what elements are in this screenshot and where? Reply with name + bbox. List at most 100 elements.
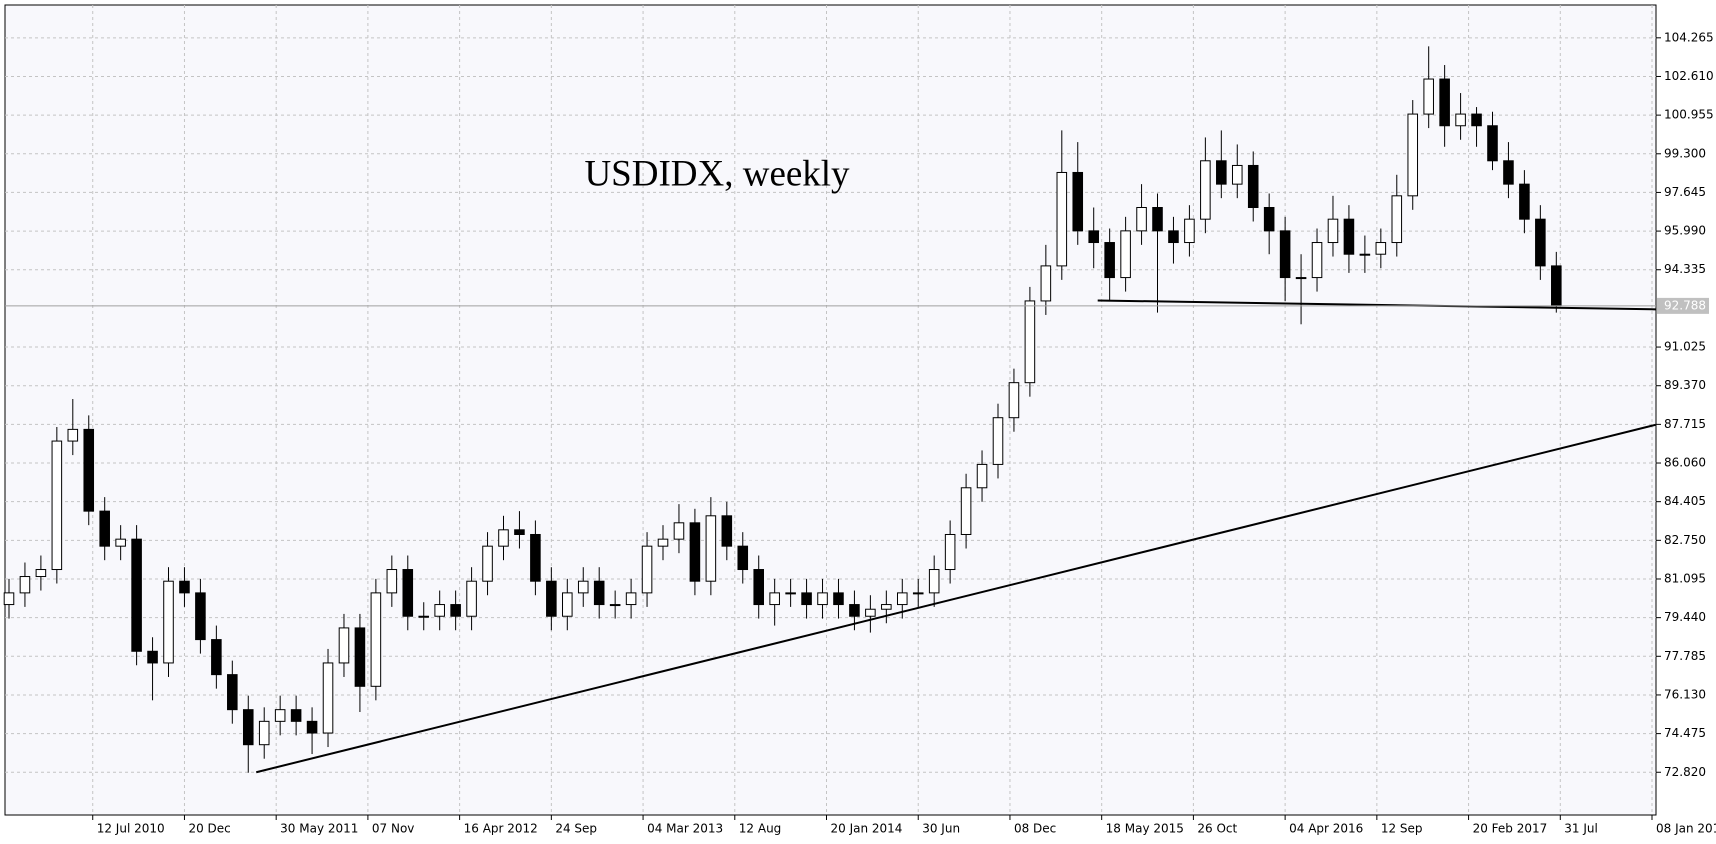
y-tick-label: 72.820 — [1664, 765, 1706, 779]
candle-body — [1439, 78, 1450, 127]
candle-body — [1040, 265, 1052, 302]
candle-body — [593, 580, 605, 606]
candle-body — [1247, 164, 1259, 209]
candle-body — [1216, 160, 1227, 185]
candle-body — [801, 592, 812, 606]
candle-body — [99, 510, 110, 547]
y-tick-label: 95.990 — [1664, 224, 1706, 238]
candle-body — [625, 592, 637, 606]
x-tick-label: 12 Aug — [739, 822, 782, 836]
x-tick-label: 31 Jul — [1564, 822, 1598, 836]
candle-body — [338, 627, 350, 664]
candle-body — [912, 592, 924, 595]
candle-body — [1104, 242, 1115, 279]
candle-body — [1391, 195, 1403, 244]
candle-body — [498, 529, 509, 547]
marks — [3, 46, 1657, 774]
y-tick-label: 82.750 — [1664, 533, 1706, 547]
candle-body — [482, 545, 493, 582]
x-tick-label: 04 Apr 2016 — [1289, 822, 1363, 836]
candle-body — [896, 592, 908, 606]
candle-body — [530, 533, 541, 582]
candle-body — [1311, 242, 1323, 279]
y-tick-label: 77.785 — [1664, 649, 1706, 663]
candle-body — [737, 545, 749, 571]
candle-body — [1120, 230, 1131, 279]
candle-body — [131, 538, 142, 652]
candle-body — [577, 580, 589, 594]
candle-body — [721, 515, 733, 547]
candle-body — [211, 639, 222, 676]
candle-body — [881, 604, 892, 610]
candle-body — [322, 662, 334, 734]
candle-body — [960, 487, 972, 535]
candle-body — [1487, 125, 1498, 162]
y-tick-label: 81.095 — [1664, 571, 1706, 585]
candle-body — [354, 627, 366, 687]
x-tick-label: 26 Oct — [1197, 822, 1237, 836]
trend-line — [1097, 299, 1657, 311]
candle-body — [817, 592, 828, 606]
candle-body — [258, 720, 270, 746]
candle-body — [689, 522, 701, 582]
x-tick-label: 07 Nov — [372, 822, 415, 836]
candle-body — [306, 720, 318, 734]
axes: 104.265 102.610 100.955 99.300 97.645 95.990 9… — [92, 30, 1716, 836]
y-tick-label: 97.645 — [1664, 185, 1706, 199]
candle-body — [609, 604, 621, 607]
x-tick-label: 18 May 2015 — [1106, 822, 1184, 836]
candle-body — [3, 592, 15, 606]
x-tick-label: 30 Jun — [922, 822, 960, 836]
y-tick-label: 104.265 — [1664, 30, 1714, 44]
candle-body — [1471, 113, 1482, 127]
candle-body — [402, 569, 414, 617]
x-tick-label: 24 Sep — [555, 822, 597, 836]
candle-body — [1503, 160, 1514, 185]
y-tick-label: 100.955 — [1664, 108, 1714, 122]
candle-body — [1008, 382, 1020, 419]
x-tick-label: 20 Jan 2014 — [831, 822, 903, 836]
candle-body — [1375, 242, 1387, 255]
x-tick-label: 30 May 2011 — [280, 822, 358, 836]
candle-body — [51, 440, 63, 571]
candle-body — [1423, 78, 1434, 115]
candle-body — [546, 580, 557, 617]
candle-body — [19, 576, 31, 594]
y-tick-label: 89.370 — [1664, 378, 1706, 392]
candle-body — [1152, 207, 1163, 232]
candle-body — [35, 569, 47, 578]
x-tick-label: 12 Sep — [1381, 822, 1423, 836]
y-tick-label: 94.335 — [1664, 262, 1706, 276]
chart-title: USDIDX, weekly — [584, 153, 850, 194]
x-tick-label: 04 Mar 2013 — [647, 822, 723, 836]
candle-body — [115, 538, 126, 547]
candle-body — [785, 592, 796, 595]
candle-body — [195, 592, 206, 641]
candle-body — [657, 538, 669, 547]
candle-body — [992, 417, 1004, 465]
candle-body — [849, 604, 860, 617]
candle-body — [1519, 183, 1530, 220]
candle-body — [466, 580, 477, 617]
candle-body — [705, 515, 717, 582]
candle-body — [641, 545, 653, 594]
candle-body — [928, 569, 940, 594]
candle-body — [865, 608, 876, 617]
candle-body — [944, 533, 956, 571]
candle-body — [163, 580, 174, 664]
price-label-box — [1657, 297, 1709, 314]
x-tick-label: 20 Dec — [188, 822, 230, 836]
candle-body — [673, 522, 685, 540]
candle-body — [1168, 230, 1179, 244]
x-tick-label: 08 Jan 2018 — [1656, 822, 1716, 836]
candle-body — [1455, 113, 1466, 127]
candle-body — [1263, 207, 1275, 232]
candle-body — [418, 615, 430, 618]
y-tick-label: 84.405 — [1664, 494, 1706, 508]
candle-body — [753, 569, 765, 606]
candle-body — [1327, 218, 1339, 244]
x-tick-label: 12 Jul 2010 — [97, 822, 165, 836]
y-tick-label: 76.130 — [1664, 687, 1706, 701]
plot-area — [4, 4, 1657, 816]
